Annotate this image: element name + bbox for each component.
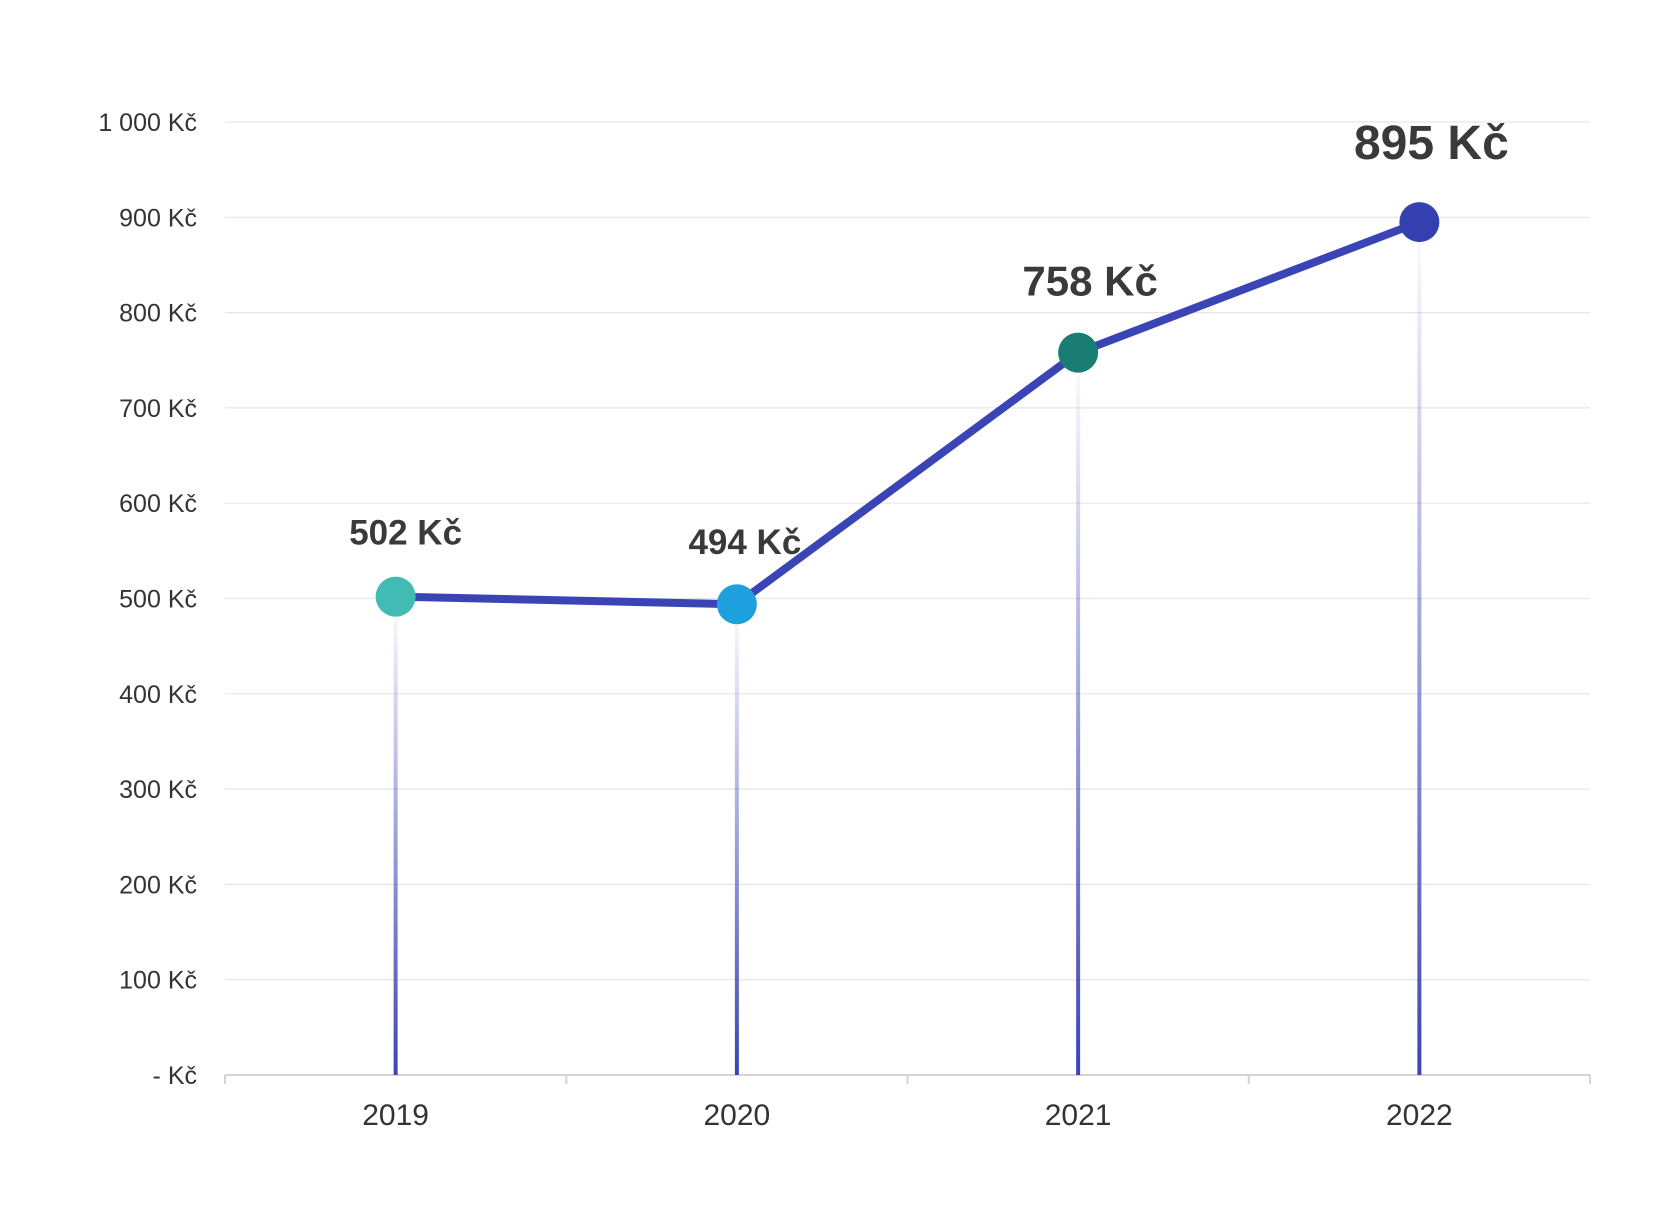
data-label: 494 Kč	[688, 523, 801, 562]
drop-line	[1417, 222, 1422, 1075]
series-line-layer	[391, 218, 1424, 609]
axis-layer: - Kč 100 Kč 200 Kč 300 Kč 400 Kč 500 Kč 600 Kč…	[98, 109, 1591, 1132]
y-tick-label: 900 Kč	[119, 204, 197, 232]
grid-layer	[225, 121, 1590, 981]
y-tick-label: 300 Kč	[119, 776, 197, 804]
x-tick-label: 2022	[1386, 1099, 1453, 1132]
drop-line	[393, 596, 398, 1075]
drop-line	[1076, 352, 1081, 1076]
y-tick-label: 500 Kč	[119, 586, 197, 614]
data-label: 502 Kč	[349, 514, 462, 553]
data-point	[1399, 202, 1440, 243]
data-points-layer	[375, 202, 1440, 625]
y-tick-label: 100 Kč	[119, 967, 197, 995]
y-tick-label: 400 Kč	[119, 681, 197, 709]
x-tick-label: 2019	[362, 1099, 429, 1132]
y-tick-label: 800 Kč	[119, 300, 197, 328]
drop-lines-layer	[393, 222, 1422, 1076]
data-label: 758 Kč	[1022, 258, 1157, 305]
y-tick-label: - Kč	[153, 1062, 197, 1090]
data-labels-layer: 502 Kč 494 Kč 758 Kč 895 Kč	[349, 117, 1509, 562]
drop-line	[734, 604, 739, 1075]
y-tick-label: 700 Kč	[119, 395, 197, 423]
data-label: 895 Kč	[1354, 117, 1509, 170]
data-point	[716, 584, 757, 625]
data-point	[1058, 332, 1099, 373]
x-tick-label: 2021	[1045, 1099, 1112, 1132]
y-tick-label: 200 Kč	[119, 871, 197, 899]
y-tick-label: 1 000 Kč	[98, 109, 197, 137]
x-tick-label: 2020	[704, 1099, 771, 1132]
data-point	[375, 576, 416, 617]
series-line	[391, 218, 1424, 609]
y-tick-label: 600 Kč	[119, 490, 197, 518]
